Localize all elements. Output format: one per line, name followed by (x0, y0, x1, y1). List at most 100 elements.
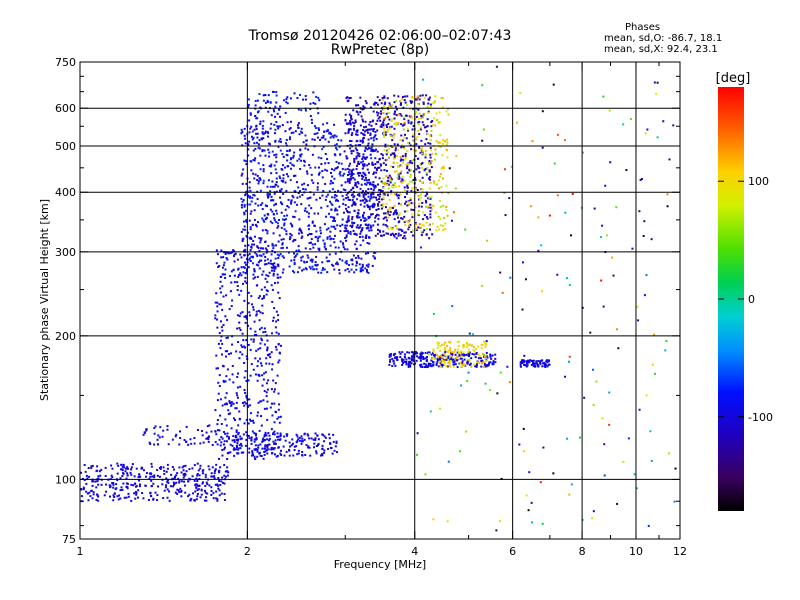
data-point (407, 119, 410, 122)
data-point (394, 110, 397, 113)
data-point (126, 466, 129, 469)
data-point (239, 312, 242, 315)
data-point (405, 363, 408, 366)
data-point (266, 229, 269, 232)
data-point (459, 450, 462, 453)
data-point (95, 486, 98, 489)
data-point (280, 226, 283, 229)
data-point (331, 263, 334, 266)
data-point (444, 228, 447, 231)
data-point (208, 484, 211, 487)
data-point (413, 363, 416, 366)
data-point (433, 357, 436, 360)
data-point (402, 128, 405, 131)
data-point (394, 100, 397, 103)
data-point (392, 136, 395, 139)
data-point (372, 183, 375, 186)
data-point (369, 205, 372, 208)
data-point (441, 356, 444, 359)
data-point (382, 203, 385, 206)
data-point (243, 299, 246, 302)
data-point (395, 185, 398, 188)
data-point (568, 355, 571, 358)
data-point (366, 148, 369, 151)
data-point (298, 195, 301, 198)
data-point (300, 256, 303, 259)
data-point (371, 148, 374, 151)
data-point (245, 160, 248, 163)
data-point (226, 403, 229, 406)
data-point (318, 171, 321, 174)
data-point (334, 207, 337, 210)
data-point (524, 278, 527, 281)
data-point (181, 466, 184, 469)
data-point (367, 171, 370, 174)
data-point (403, 121, 406, 124)
data-point (122, 472, 125, 475)
data-point (411, 128, 414, 131)
data-point (441, 358, 444, 361)
data-point (363, 130, 366, 133)
data-point (359, 96, 362, 99)
data-point (489, 353, 492, 356)
data-point (400, 170, 403, 173)
data-point (266, 290, 269, 293)
data-point (214, 483, 217, 486)
data-point (438, 360, 441, 363)
data-point (441, 365, 444, 368)
data-point (420, 363, 423, 366)
data-point (217, 342, 220, 345)
data-point (274, 382, 277, 385)
data-point (372, 189, 375, 192)
data-point (336, 213, 339, 216)
data-point (308, 242, 311, 245)
data-point (400, 180, 403, 183)
data-point (266, 232, 269, 235)
data-point (285, 138, 288, 141)
data-point (417, 108, 420, 111)
data-point (443, 361, 446, 364)
data-point (382, 193, 385, 196)
data-point (289, 162, 292, 165)
data-point (374, 234, 377, 237)
data-point (403, 196, 406, 199)
data-point (207, 435, 210, 438)
data-point (363, 205, 366, 208)
data-point (406, 186, 409, 189)
data-point (462, 351, 465, 354)
data-point (373, 256, 376, 259)
data-point (369, 153, 372, 156)
data-point (403, 186, 406, 189)
data-point (428, 98, 431, 101)
data-point (611, 256, 614, 259)
data-point (378, 198, 381, 201)
data-point (346, 268, 349, 271)
data-point (442, 352, 445, 355)
data-point (201, 434, 204, 437)
data-point (293, 258, 296, 261)
data-point (250, 125, 253, 128)
data-point (335, 442, 338, 445)
data-point (250, 303, 253, 306)
data-point (220, 480, 223, 483)
data-point (322, 433, 325, 436)
data-point (235, 350, 238, 353)
data-point (370, 196, 373, 199)
data-point (345, 197, 348, 200)
data-point (450, 219, 453, 222)
data-point (270, 122, 273, 125)
data-point (245, 418, 248, 421)
data-point (135, 467, 138, 470)
data-point (324, 436, 327, 439)
data-point (233, 260, 236, 263)
data-point (153, 432, 156, 435)
data-point (322, 136, 325, 139)
data-point (321, 448, 324, 451)
data-point (453, 350, 456, 353)
data-point (281, 218, 284, 221)
data-point (126, 472, 129, 475)
data-point (372, 181, 375, 184)
y-tick-label: 500 (55, 140, 76, 153)
data-point (301, 269, 304, 272)
data-point (363, 192, 366, 195)
